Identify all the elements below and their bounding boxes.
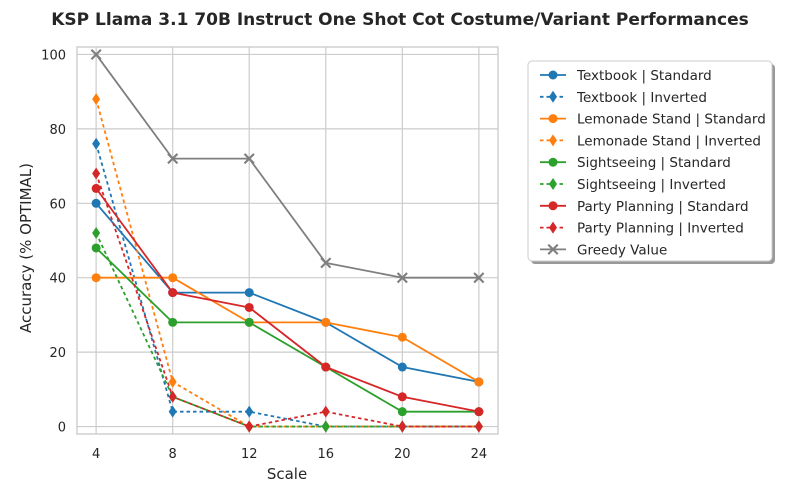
plot-area (77, 47, 498, 434)
y-tick-label: 80 (49, 123, 66, 138)
data-point (244, 302, 254, 312)
x-tick-label: 20 (394, 447, 411, 462)
data-point (321, 420, 330, 433)
series-line (95, 187, 480, 413)
data-point (321, 405, 330, 418)
series-line (95, 98, 479, 428)
axes-frame (76, 46, 499, 435)
legend-entry: Sightseeing | Standard (540, 155, 731, 171)
data-point (90, 48, 102, 60)
legend-label: Textbook | Inverted (576, 90, 707, 106)
y-tick-label: 0 (58, 421, 66, 436)
data-point (168, 375, 177, 388)
grid (77, 47, 498, 434)
chart-title: KSP Llama 3.1 70B Instruct One Shot Cot … (51, 10, 748, 30)
data-point (397, 362, 407, 372)
data-point (398, 420, 407, 433)
legend-marker (549, 134, 557, 147)
data-point (321, 317, 331, 327)
y-axis-label: Accuracy (% OPTIMAL) (17, 163, 35, 333)
data-point (168, 273, 178, 283)
legend: Textbook | Standard Textbook | Inverted Le… (527, 60, 775, 264)
y-tick-label: 40 (49, 272, 66, 287)
legend-entry: Party Planning | Inverted (540, 221, 744, 237)
legend-label: Party Planning | Standard (577, 199, 749, 215)
x-tick-label: 16 (317, 447, 334, 462)
data-point (92, 227, 101, 240)
series-7 (92, 167, 483, 433)
legend-box (527, 60, 773, 262)
legend-marker (547, 243, 559, 255)
legend-entry: Party Planning | Standard (540, 199, 749, 215)
data-point (245, 405, 254, 418)
data-point (244, 288, 254, 298)
data-point (474, 420, 483, 433)
data-point (91, 273, 101, 283)
data-point (91, 198, 101, 208)
data-point (474, 407, 484, 417)
axes: 4 8 12 16 20 24 0 20 40 60 80 100 (41, 46, 499, 462)
data-point (168, 317, 178, 327)
legend-marker (549, 221, 557, 234)
legend-entry: Textbook | Standard (540, 68, 712, 84)
legend-label: Party Planning | Inverted (577, 221, 744, 237)
legend-label: Lemonade Stand | Standard (577, 112, 766, 128)
x-axis-label: Scale (267, 465, 307, 483)
legend-label: Greedy Value (577, 242, 667, 258)
y-tick-label: 100 (41, 48, 66, 63)
data-point (397, 392, 407, 402)
data-point (92, 137, 101, 150)
legend-entry: Lemonade Stand | Inverted (540, 133, 761, 149)
series-line (95, 247, 479, 413)
x-tick-label: 24 (471, 447, 488, 462)
data-point (91, 243, 101, 253)
data-point (243, 153, 255, 165)
data-point (168, 288, 178, 298)
legend-marker (548, 201, 558, 211)
legend-label: Sightseeing | Standard (577, 155, 731, 171)
series-line (95, 53, 479, 279)
data-point (245, 420, 254, 433)
data-point (244, 317, 254, 327)
data-point (92, 93, 101, 106)
legend-entry: Textbook | Inverted (540, 90, 707, 106)
legend-marker (548, 70, 558, 80)
legend-marker (548, 157, 558, 167)
series-8 (90, 48, 485, 284)
x-tick-label: 12 (241, 447, 258, 462)
legend-label: Sightseeing | Inverted (577, 177, 726, 193)
data-point (397, 407, 407, 417)
series-6 (91, 183, 484, 417)
legend-label: Lemonade Stand | Inverted (577, 133, 761, 149)
series-line (96, 276, 480, 383)
legend-entry: Lemonade Stand | Standard (540, 112, 766, 128)
data-point (474, 377, 484, 387)
data-point (92, 167, 101, 180)
legend-marker (549, 178, 557, 190)
legend-marker (549, 90, 557, 103)
data-point (321, 362, 331, 372)
legend-marker (548, 114, 558, 124)
data-point (473, 272, 485, 284)
y-tick-label: 60 (49, 197, 66, 212)
y-tick-label: 20 (49, 346, 66, 361)
data-point (168, 390, 177, 403)
x-tick-label: 4 (92, 447, 100, 462)
legend-entry: Greedy Value (540, 242, 667, 258)
data-point (397, 332, 407, 342)
series-layer (90, 48, 485, 433)
legend-label: Textbook | Standard (576, 68, 712, 84)
data-point (168, 405, 177, 418)
data-point (396, 272, 408, 284)
series-line (95, 173, 479, 428)
data-point (167, 153, 179, 165)
data-point (91, 183, 101, 193)
series-line (95, 232, 479, 428)
x-tick-label: 8 (169, 447, 177, 462)
legend-entry: Sightseeing | Inverted (540, 177, 726, 193)
data-point (320, 257, 332, 269)
